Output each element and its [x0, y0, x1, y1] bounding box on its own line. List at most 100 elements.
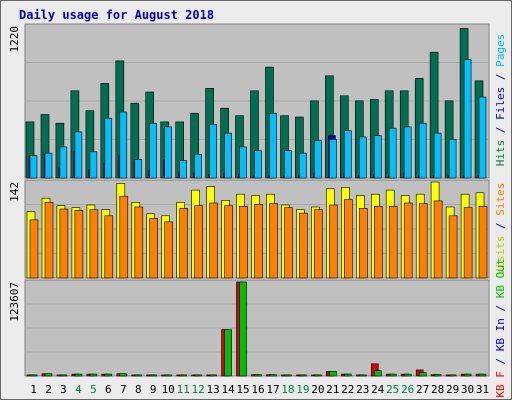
x-tick-label: 4 — [75, 383, 82, 396]
bar-pages — [463, 59, 472, 179]
x-tick-label: 30 — [461, 383, 474, 396]
bar-kb-out — [373, 370, 382, 377]
bar-sites — [149, 218, 158, 279]
bar-pages — [388, 127, 397, 179]
bar-pages — [373, 135, 382, 179]
bar-pages — [299, 152, 307, 179]
x-tick-label: 27 — [416, 383, 429, 396]
bar-pages — [209, 124, 217, 179]
bar-sites — [433, 200, 443, 279]
bar-kb-out — [329, 371, 337, 377]
bar-sites — [299, 212, 308, 279]
bar-pages — [29, 155, 38, 179]
x-tick-label: 17 — [266, 383, 279, 396]
bar-kb-out — [388, 373, 397, 377]
x-tick-label: 22 — [341, 383, 354, 396]
bar-sites — [254, 204, 263, 279]
bar-kb-out — [74, 373, 83, 377]
bar-kb-out — [463, 373, 472, 377]
bar-sites — [179, 208, 188, 279]
bar-kb-out — [149, 374, 157, 377]
legend-entry: / — [494, 216, 507, 236]
legend-entry: KB Out — [494, 258, 507, 298]
bar-pages — [74, 131, 83, 179]
bar-kb-out — [59, 374, 68, 377]
bar-pages — [44, 152, 53, 179]
y-max-label-1: 1220 — [8, 26, 21, 53]
bar-sites — [104, 215, 114, 279]
legend-entry: Pages — [494, 34, 507, 67]
bar-pages — [224, 132, 232, 179]
bar-kb-out — [343, 373, 352, 377]
x-tick-label: 7 — [120, 383, 127, 396]
bar-kb-out — [104, 373, 113, 377]
bar-sites — [119, 195, 129, 279]
x-tick-label: 14 — [221, 383, 235, 396]
x-tick-label: 26 — [401, 383, 414, 396]
bar-pages — [149, 122, 157, 179]
bar-pages — [358, 136, 367, 179]
bar-kb-out — [194, 374, 202, 377]
bar-pages — [284, 150, 292, 179]
chart-title: Daily usage for August 2018 — [19, 8, 215, 22]
bar-sites — [403, 202, 413, 279]
x-tick-label: 16 — [251, 383, 264, 396]
bar-kb-out — [433, 374, 442, 377]
bar-pages — [254, 150, 262, 179]
x-tick-label: 10 — [162, 383, 175, 396]
bar-sites — [209, 202, 218, 279]
bar-sites — [373, 206, 383, 279]
bar-sites — [314, 209, 323, 279]
bar-sites — [164, 221, 173, 279]
bar-pages — [329, 139, 337, 179]
x-tick-label: 2 — [45, 383, 52, 396]
bar-pages — [104, 117, 113, 179]
bar-kb-out — [89, 373, 98, 377]
legend-entry: Files — [494, 87, 507, 120]
bar-sites — [478, 206, 488, 279]
x-tick-label: 20 — [311, 383, 324, 396]
x-tick-label: 18 — [281, 383, 294, 396]
bar-pages — [89, 151, 98, 179]
bar-sites — [89, 209, 99, 279]
bar-kb-out — [179, 374, 187, 377]
bar-sites — [448, 215, 458, 279]
legend-entry: KB In — [494, 318, 507, 351]
bar-kb-out — [254, 374, 262, 377]
bar-pages — [59, 146, 68, 179]
bar-sites — [284, 207, 293, 279]
bar-sites — [134, 206, 144, 279]
x-tick-label: 29 — [446, 383, 459, 396]
x-tick-label: 5 — [90, 383, 97, 396]
x-tick-label: 25 — [386, 383, 399, 396]
bar-kb-out — [209, 374, 217, 377]
y-max-label-2: 142 — [8, 182, 21, 202]
x-tick-label: 19 — [296, 383, 309, 396]
bar-sites — [463, 207, 473, 279]
bar-sites — [269, 203, 278, 279]
bar-sites — [388, 206, 398, 279]
bar-pages — [314, 140, 322, 179]
bar-pages — [134, 159, 143, 179]
legend-3: KB F / KB In / KB Out — [494, 258, 507, 397]
bar-pages — [164, 126, 172, 179]
x-tick-label: 24 — [371, 383, 385, 396]
bar-sites — [29, 219, 39, 279]
bar-pages — [269, 112, 277, 179]
bar-sites — [194, 205, 203, 279]
bar-pages — [179, 160, 187, 179]
x-tick-label: 9 — [150, 383, 157, 396]
bar-sites — [329, 204, 338, 279]
bar-sites — [343, 199, 353, 279]
bar-pages — [194, 154, 202, 179]
bar-kb-out — [269, 374, 277, 377]
bar-sites — [59, 208, 69, 279]
legend-entry: Sites — [494, 183, 507, 216]
x-tick-label: 21 — [326, 383, 339, 396]
bar-kb-out — [448, 374, 457, 377]
legend-entry: / — [494, 298, 507, 318]
x-tick-label: 28 — [431, 383, 444, 396]
legend-entry: Hits — [494, 140, 507, 167]
bar-pages — [418, 122, 427, 179]
